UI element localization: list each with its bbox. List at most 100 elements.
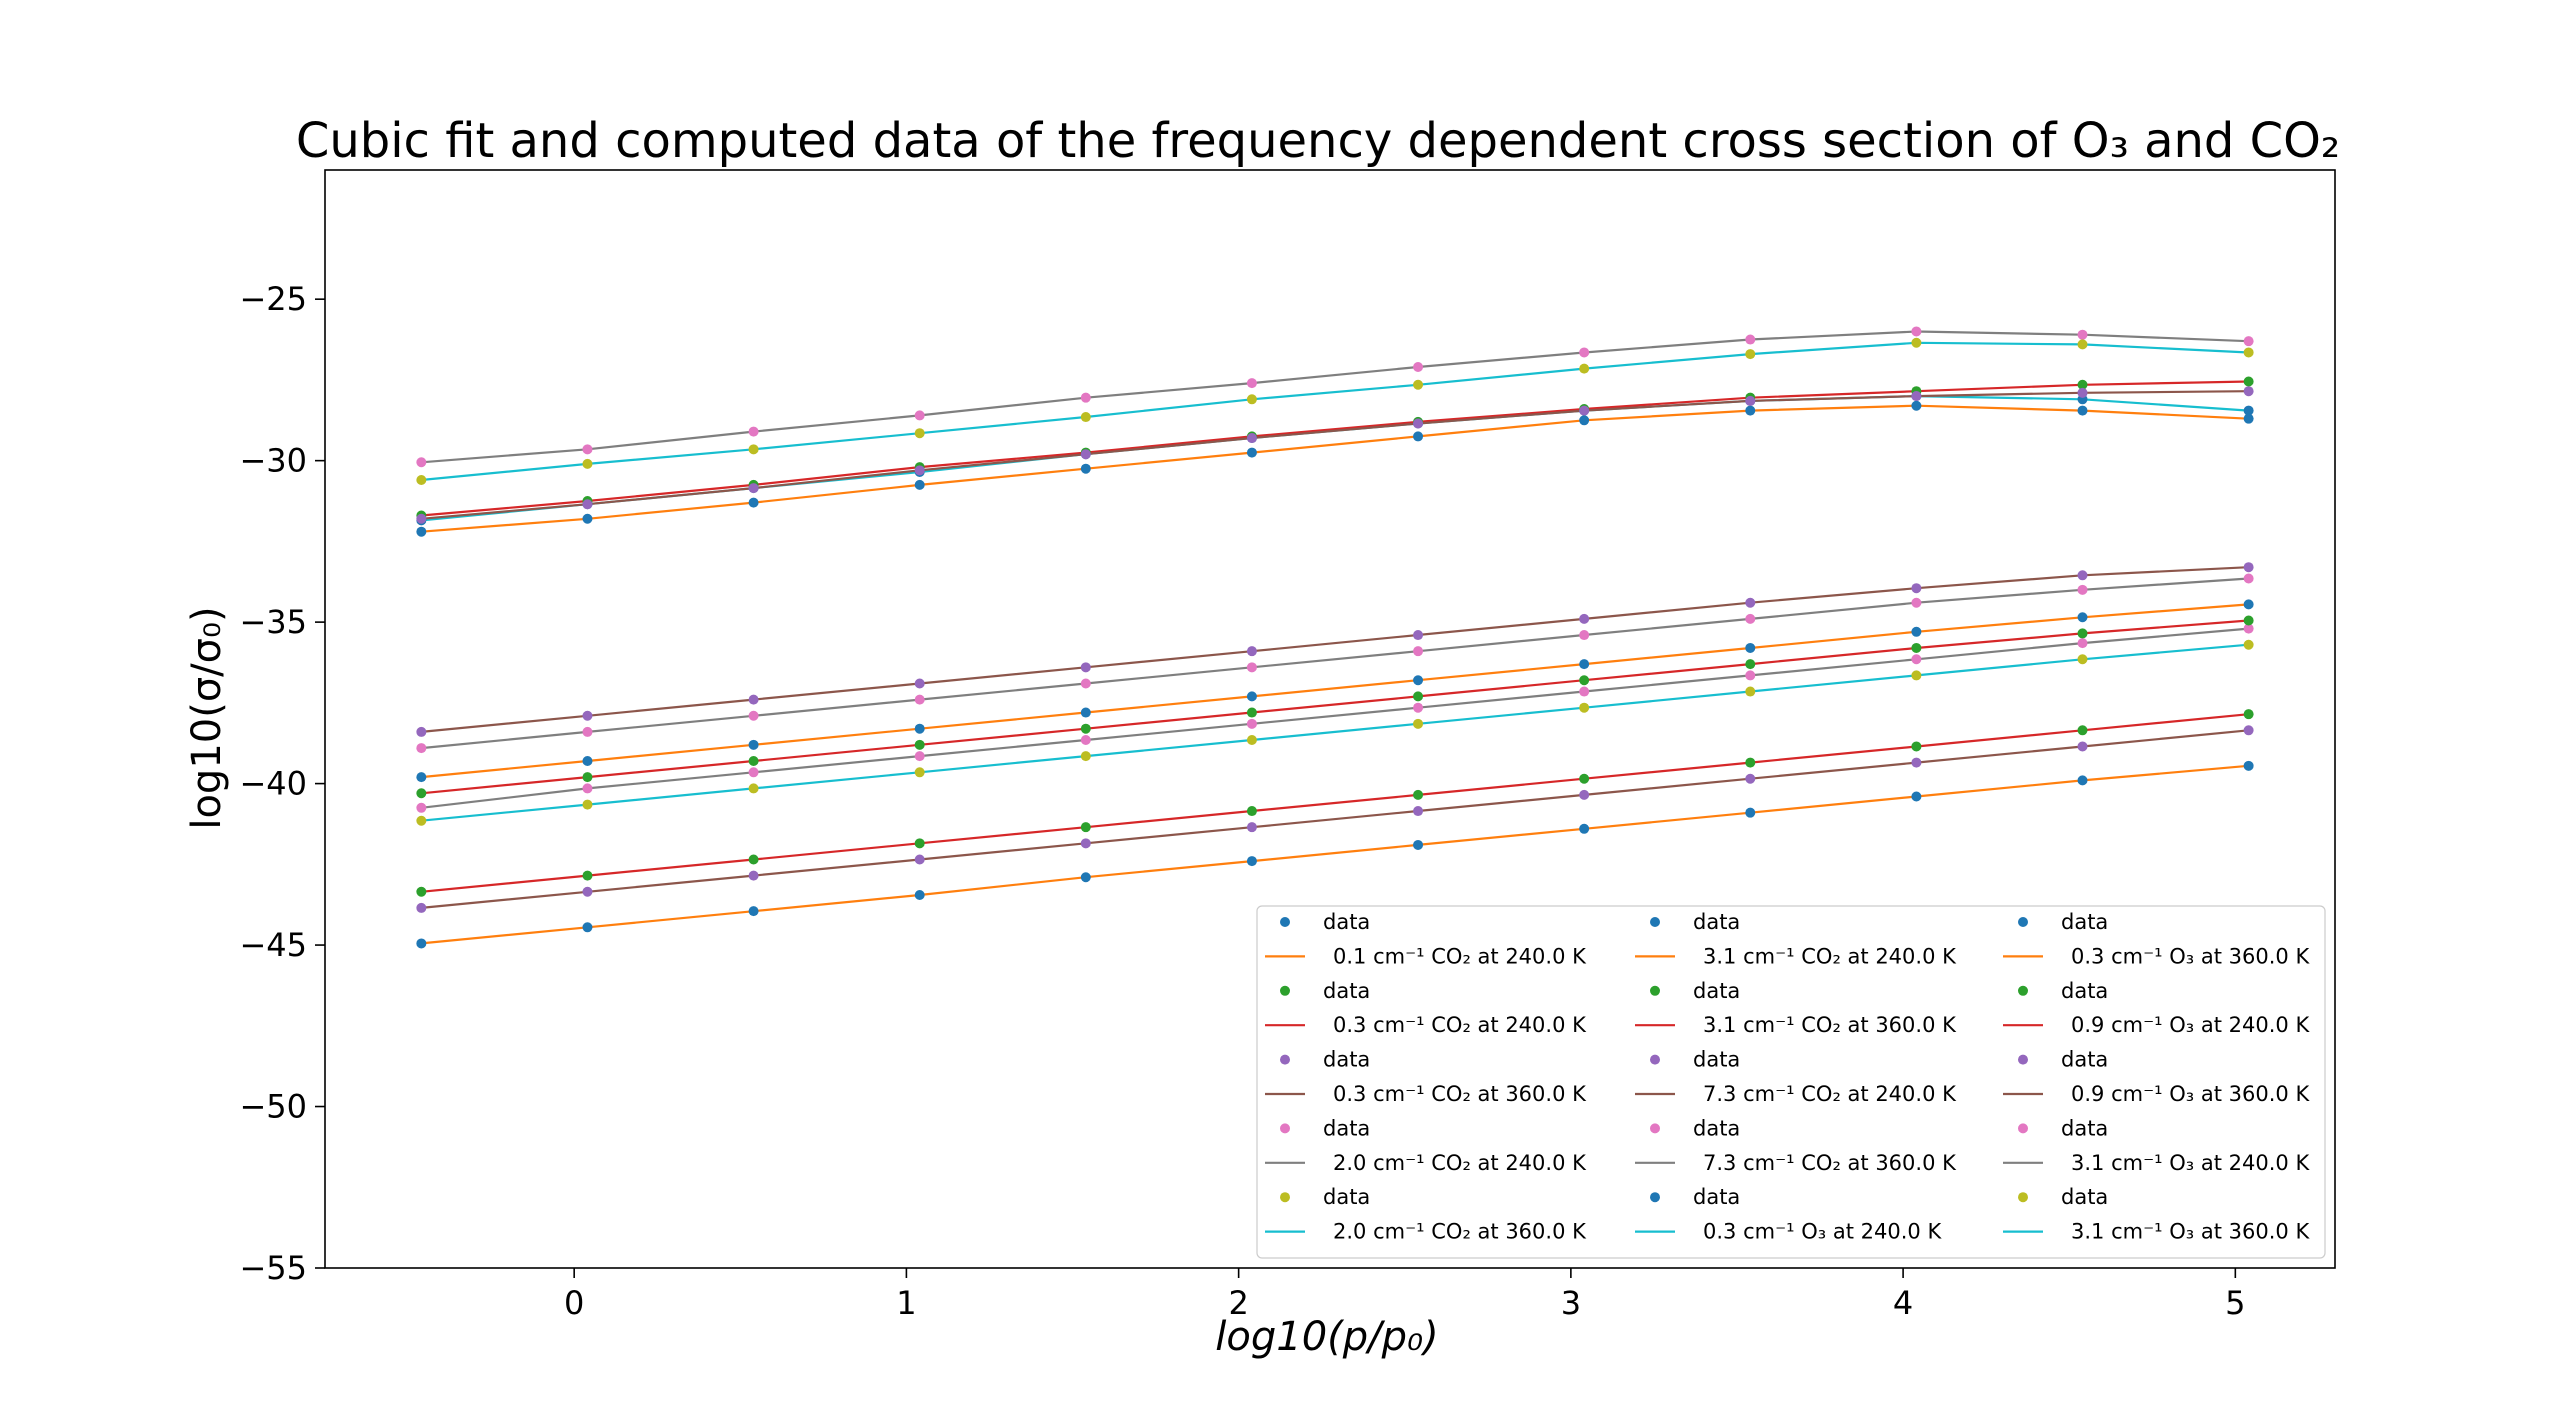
x-tick-label: 5 — [2225, 1284, 2245, 1322]
data-point — [1080, 392, 1091, 403]
legend-data-label: data — [2061, 979, 2108, 1003]
plot-frame — [324, 169, 2336, 1269]
y-tick-label: −45 — [239, 926, 307, 964]
data-point — [1246, 646, 1257, 657]
data-point — [2243, 336, 2254, 347]
data-point — [582, 513, 593, 524]
series-line-13 — [421, 390, 2249, 520]
data-point — [1413, 646, 1424, 657]
data-point — [1413, 839, 1424, 850]
data-point — [914, 428, 925, 439]
data-point — [1579, 363, 1590, 374]
legend-marker — [1650, 1054, 1660, 1065]
legend-marker — [1650, 1123, 1660, 1134]
x-axis: 0 1 2 3 4 5 — [564, 1268, 2246, 1322]
data-point — [582, 783, 593, 794]
legend-data-label: data — [1693, 910, 1740, 934]
data-point — [1246, 691, 1257, 702]
data-point — [748, 739, 759, 750]
data-point — [582, 886, 593, 897]
data-point — [2243, 386, 2254, 397]
data-point — [1080, 872, 1091, 883]
legend-marker — [2018, 1054, 2028, 1065]
legend-marker — [2018, 985, 2028, 996]
data-point — [914, 767, 925, 778]
data-point — [1579, 702, 1590, 713]
series-line-1 — [421, 764, 2249, 945]
legend-data-label: data — [2061, 1048, 2108, 1072]
y-tick-label: −50 — [239, 1088, 307, 1126]
data-point — [1080, 734, 1091, 745]
data-point — [1911, 757, 1922, 768]
data-point — [1911, 654, 1922, 665]
data-point — [1246, 707, 1257, 718]
data-point — [1413, 431, 1424, 442]
legend-marker — [1280, 1192, 1290, 1203]
series-line-10 — [421, 394, 2249, 522]
data-point — [1745, 642, 1756, 653]
data-point — [914, 854, 925, 865]
x-tick-label: 2 — [1228, 1284, 1248, 1322]
data-point — [1413, 806, 1424, 817]
data-point — [1911, 597, 1922, 608]
data-point — [416, 726, 427, 737]
data-point — [2243, 573, 2254, 584]
data-point — [2243, 709, 2254, 720]
data-point — [1413, 630, 1424, 641]
data-point — [1579, 405, 1590, 416]
data-point — [1911, 326, 1922, 337]
data-point — [748, 426, 759, 437]
legend-series-label: 2.0 cm⁻¹ CO₂ at 360.0 K — [1333, 1220, 1587, 1244]
data-point — [1579, 613, 1590, 624]
legend-data-label: data — [2061, 1185, 2108, 1209]
data-point — [2243, 562, 2254, 573]
data-point — [748, 767, 759, 778]
data-point — [1745, 334, 1756, 345]
data-point — [914, 410, 925, 421]
data-point — [1579, 659, 1590, 670]
data-point — [1579, 347, 1590, 358]
data-point — [2077, 628, 2088, 639]
data-point — [2243, 347, 2254, 358]
data-point — [1911, 791, 1922, 802]
data-point — [582, 772, 593, 783]
legend-marker — [2018, 1192, 2028, 1203]
legend-data-label: data — [1323, 979, 1370, 1003]
data-point — [1745, 670, 1756, 681]
data-point — [2077, 612, 2088, 623]
data-point — [416, 802, 427, 813]
y-axis: −55 −50 −45 −40 −35 −30 −25 — [239, 280, 325, 1287]
legend-marker — [1280, 1123, 1290, 1134]
data-point — [1745, 807, 1756, 818]
data-point — [1579, 823, 1590, 834]
data-point — [1745, 395, 1756, 406]
legend-series-label: 3.1 cm⁻¹ CO₂ at 360.0 K — [1703, 1013, 1957, 1037]
data-point — [1745, 659, 1756, 670]
y-tick-label: −40 — [239, 765, 307, 803]
data-point — [582, 458, 593, 469]
legend-data-label: data — [2061, 1116, 2108, 1140]
data-point — [582, 870, 593, 881]
data-point — [1246, 822, 1257, 833]
legend-marker — [2018, 917, 2028, 927]
data-point — [416, 475, 427, 486]
data-point — [1745, 597, 1756, 608]
data-point — [914, 479, 925, 490]
data-point — [1080, 412, 1091, 423]
data-point — [2077, 339, 2088, 350]
data-point — [914, 751, 925, 762]
data-point — [1911, 642, 1922, 653]
data-point — [748, 783, 759, 794]
x-tick-label: 0 — [564, 1284, 584, 1322]
data-point — [2243, 405, 2254, 416]
legend-data-label: data — [1693, 1048, 1740, 1072]
y-tick-label: −35 — [239, 603, 307, 641]
legend-series-label: 0.3 cm⁻¹ CO₂ at 360.0 K — [1333, 1082, 1587, 1106]
data-point — [1246, 447, 1257, 458]
legend-series-label: 7.3 cm⁻¹ CO₂ at 240.0 K — [1703, 1082, 1957, 1106]
legend-marker — [1280, 1054, 1290, 1065]
data-point — [2077, 725, 2088, 736]
legend-marker — [1650, 985, 1660, 996]
data-point — [1246, 662, 1257, 673]
data-point — [1911, 583, 1922, 594]
